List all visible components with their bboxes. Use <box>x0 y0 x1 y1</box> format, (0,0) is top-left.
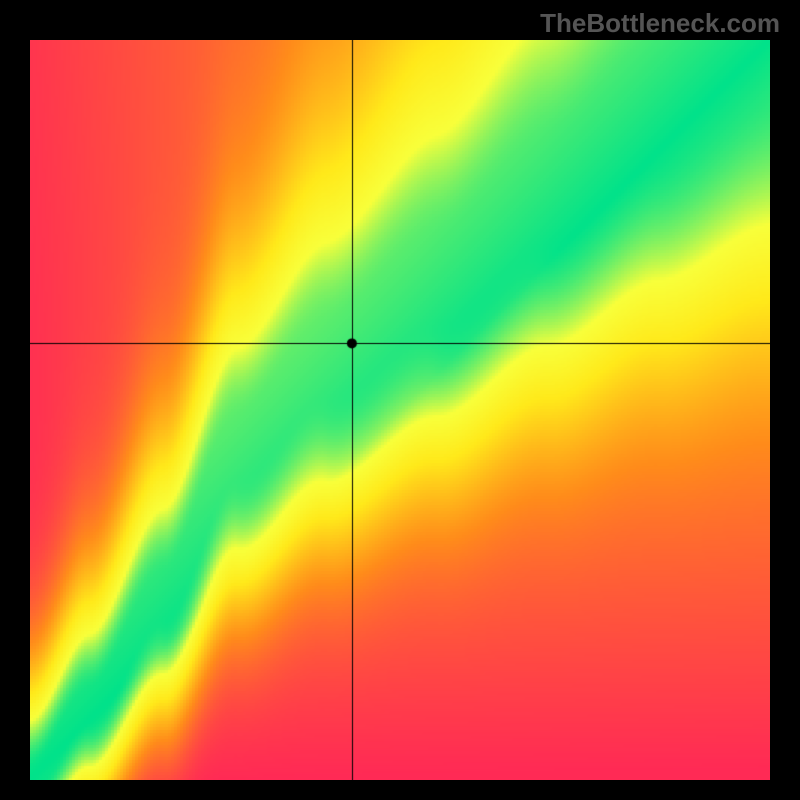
watermark-text: TheBottleneck.com <box>540 8 780 39</box>
bottleneck-heatmap <box>30 40 770 780</box>
